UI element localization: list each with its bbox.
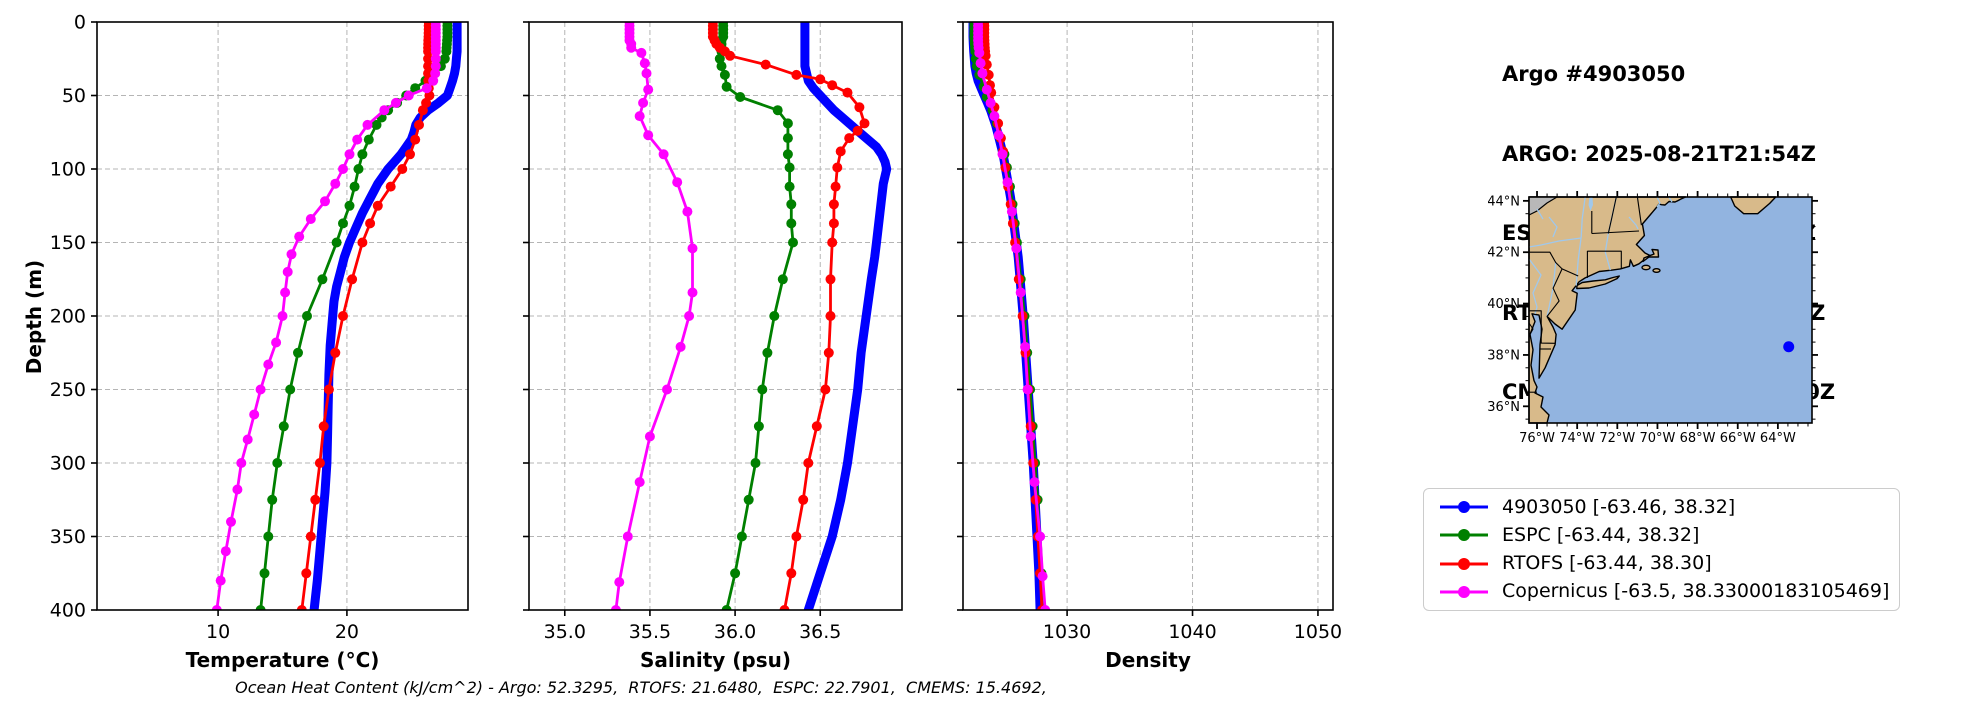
map-lon-label: 70°W <box>1640 431 1676 446</box>
svg-text:35.0: 35.0 <box>544 621 586 643</box>
legend-line-sample <box>1440 557 1488 570</box>
map-lon-label: 66°W <box>1720 431 1756 446</box>
map-lat-label: 38°N <box>1488 348 1520 363</box>
marthas-vineyard <box>1641 264 1651 271</box>
temperature-axis-title: Temperature (°C) <box>185 648 380 672</box>
svg-text:36.5: 36.5 <box>799 621 841 643</box>
temperature-series-RTOFS <box>296 22 435 610</box>
map-lon-label: 64°W <box>1760 431 1796 446</box>
salinity-chart: 35.0 35.5 36.0 36.5 <box>523 21 903 643</box>
svg-text:35.5: 35.5 <box>629 621 671 643</box>
map-lon-label: 76°W <box>1519 431 1555 446</box>
map-lat-label: 40°N <box>1488 297 1520 312</box>
legend-item-label: Copernicus [-63.5, 38.33000183105469] <box>1502 580 1890 603</box>
long-island <box>1576 275 1620 290</box>
svg-text:350: 350 <box>50 526 86 548</box>
temperature-series-Copernicus <box>211 22 441 610</box>
ocean-heat-content-caption: Ocean Heat Content (kJ/cm^2) - Argo: 52.… <box>235 678 1047 697</box>
map-state-borders <box>1528 196 1642 393</box>
cape-cod <box>1642 248 1660 263</box>
svg-text:50: 50 <box>62 85 86 107</box>
legend-item: ESPC [-63.44, 38.32] <box>1424 523 1899 546</box>
nantucket <box>1652 267 1661 273</box>
legend-item-label: ESPC [-63.44, 38.32] <box>1502 523 1700 546</box>
svg-text:10: 10 <box>206 621 230 643</box>
map-lon-label: 74°W <box>1559 431 1595 446</box>
legend-item: RTOFS [-63.44, 38.30] <box>1424 554 1899 573</box>
svg-text:250: 250 <box>50 379 86 401</box>
map-lat-label: 36°N <box>1488 400 1520 415</box>
map-lat-label: 42°N <box>1488 246 1520 261</box>
y-axis-title: Depth (m) <box>22 259 46 375</box>
svg-text:300: 300 <box>50 453 86 475</box>
legend-item-label: 4903050 [-63.46, 38.32] <box>1502 495 1736 518</box>
lake-champlain <box>1588 197 1593 211</box>
legend: 4903050 [-63.46, 38.32] ESPC [-63.44, 38.… <box>1423 488 1900 611</box>
svg-text:400: 400 <box>50 600 86 622</box>
svg-text:150: 150 <box>50 232 86 254</box>
salinity-series-Copernicus <box>610 22 698 610</box>
location-map: 44°N 42°N 40°N 38°N 36°N 76°W 74°W 72°W 70°W 68°W… <box>1488 191 1818 446</box>
salinity-axis-title: Salinity (psu) <box>639 648 791 672</box>
salinity-series-4903050 <box>800 22 892 610</box>
density-axis-title: Density <box>1105 648 1191 672</box>
map-lat-label: 44°N <box>1488 194 1520 209</box>
map-lon-label: 68°W <box>1680 431 1716 446</box>
salinity-series-RTOFS <box>707 22 870 610</box>
legend-item: 4903050 [-63.46, 38.32] <box>1424 495 1899 518</box>
svg-text:100: 100 <box>50 159 86 181</box>
svg-text:36.0: 36.0 <box>714 621 756 643</box>
svg-text:1050: 1050 <box>1294 621 1342 643</box>
legend-line-sample <box>1440 529 1488 542</box>
temperature-series-ESPC <box>255 22 453 610</box>
map-lon-label: 72°W <box>1599 431 1635 446</box>
svg-text:20: 20 <box>335 621 359 643</box>
legend-line-sample <box>1440 585 1488 598</box>
legend-line-sample <box>1440 501 1488 514</box>
density-series-Copernicus <box>973 22 1051 610</box>
legend-item-label: RTOFS [-63.44, 38.30] <box>1502 552 1712 575</box>
header-float-id: Argo #4903050 <box>1502 62 1686 86</box>
float-position-marker <box>1783 341 1795 353</box>
svg-text:1030: 1030 <box>1043 621 1091 643</box>
svg-text:200: 200 <box>50 306 86 328</box>
legend-item: Copernicus [-63.5, 38.33000183105469] <box>1424 582 1899 601</box>
density-chart: 1030 1040 1050 <box>957 21 1342 643</box>
svg-text:0: 0 <box>74 12 86 34</box>
header-argo-time: ARGO: 2025-08-21T21:54Z <box>1502 141 1816 166</box>
map-coastline <box>1528 196 1687 424</box>
svg-text:1040: 1040 <box>1168 621 1216 643</box>
